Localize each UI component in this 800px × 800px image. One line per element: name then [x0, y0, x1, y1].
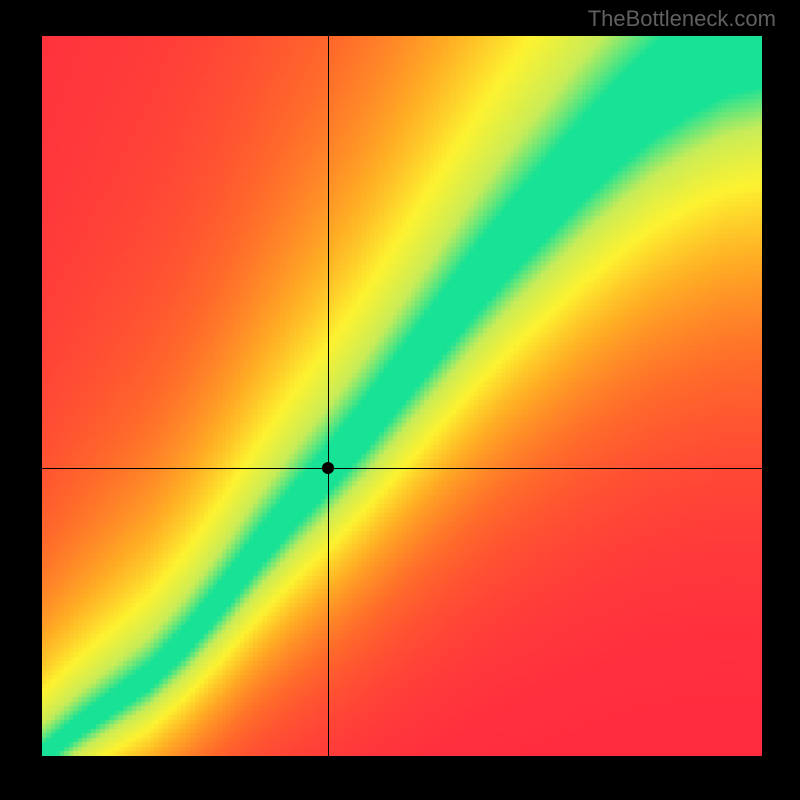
data-point-marker: [322, 462, 334, 474]
heatmap-canvas: [42, 36, 762, 756]
crosshair-horizontal: [42, 468, 762, 469]
heatmap-plot: [42, 36, 762, 756]
watermark-text: TheBottleneck.com: [588, 6, 776, 32]
crosshair-vertical: [328, 36, 329, 756]
